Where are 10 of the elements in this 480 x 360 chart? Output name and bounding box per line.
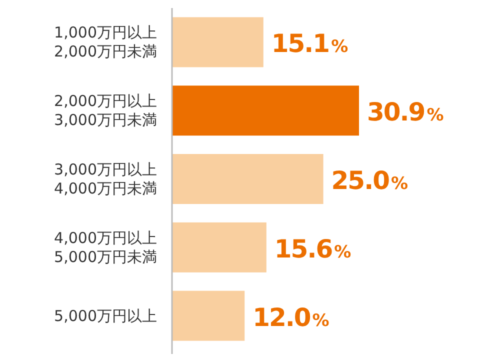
y-tick-label: 5,000万円以上 (54, 306, 157, 325)
data-label: 15.1% (271, 29, 348, 58)
y-tick-label: 3,000万円以上 4,000万円未満 (54, 160, 157, 198)
y-tick-label: 4,000万円以上 5,000万円未満 (54, 228, 157, 266)
data-label: 12.0% (252, 302, 330, 332)
y-tick-label: 1,000万円以上 2,000万円未満 (54, 24, 157, 61)
data-label: 30.9% (367, 98, 444, 127)
data-label: 25.0% (331, 166, 408, 195)
y-tick-label: 2,000万円以上 3,000万円未満 (54, 92, 157, 130)
data-label: 15.6% (274, 234, 352, 264)
